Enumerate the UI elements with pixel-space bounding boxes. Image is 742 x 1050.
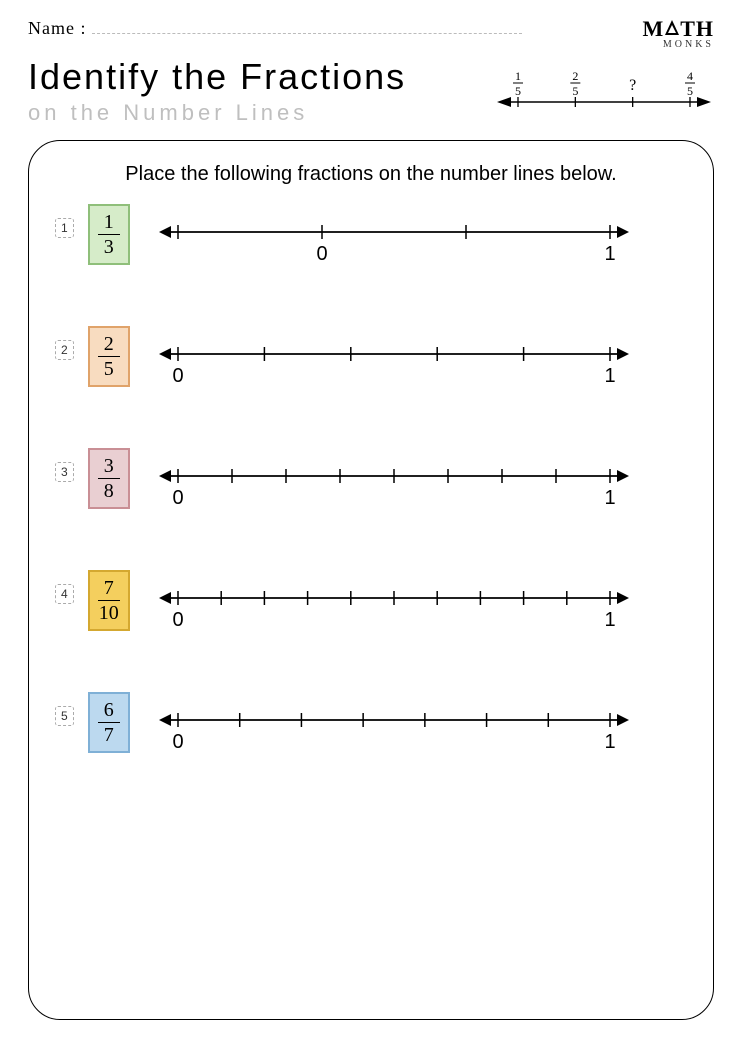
number-line[interactable]: 01 (144, 570, 687, 636)
fraction-box: 38 (88, 448, 130, 509)
title-row: Identify the Fractions on the Number Lin… (28, 56, 714, 126)
svg-text:0: 0 (316, 243, 327, 265)
problem-row: 22501 (55, 326, 687, 392)
fraction-denominator: 5 (98, 359, 120, 379)
number-line[interactable]: 01 (144, 204, 687, 270)
fraction-box: 25 (88, 326, 130, 387)
svg-text:?: ? (629, 77, 636, 94)
instruction-text: Place the following fractions on the num… (55, 163, 687, 186)
svg-text:1: 1 (604, 487, 615, 509)
fraction-numerator: 1 (98, 212, 120, 235)
number-line[interactable]: 01 (144, 692, 687, 758)
svg-text:5: 5 (572, 84, 578, 98)
svg-text:0: 0 (172, 609, 183, 631)
problem-row: 33801 (55, 448, 687, 514)
logo-sub: MONKS (642, 40, 714, 50)
top-row: Name : M TH MONKS (28, 18, 714, 50)
question-number: 3 (55, 462, 74, 482)
fraction-denominator: 7 (98, 725, 120, 745)
fraction-box: 67 (88, 692, 130, 753)
title-block: Identify the Fractions on the Number Lin… (28, 56, 406, 126)
page-title: Identify the Fractions (28, 56, 406, 98)
problem-row: 471001 (55, 570, 687, 636)
svg-text:1: 1 (604, 365, 615, 387)
question-number: 5 (55, 706, 74, 726)
logo: M TH MONKS (642, 18, 714, 50)
problem-row: 56701 (55, 692, 687, 758)
svg-text:5: 5 (515, 84, 521, 98)
fraction-numerator: 6 (98, 700, 120, 723)
name-label: Name : (28, 18, 86, 39)
number-line[interactable]: 01 (144, 448, 687, 514)
problem-row: 11301 (55, 204, 687, 270)
header-mini-numberline: 1525?45 (494, 56, 714, 118)
fraction-denominator: 8 (98, 481, 120, 501)
name-input-line[interactable] (92, 20, 522, 34)
problems-container: 11301225013380147100156701 (55, 204, 687, 758)
fraction-numerator: 3 (98, 456, 120, 479)
svg-text:2: 2 (572, 69, 578, 83)
page-subtitle: on the Number Lines (28, 100, 406, 126)
logo-m: M (642, 16, 664, 41)
question-number: 4 (55, 584, 74, 604)
svg-text:0: 0 (172, 731, 183, 753)
fraction-numerator: 2 (98, 334, 120, 357)
svg-text:1: 1 (604, 609, 615, 631)
logo-a-icon (664, 18, 680, 36)
fraction-denominator: 3 (98, 237, 120, 257)
number-line[interactable]: 01 (144, 326, 687, 392)
fraction-box: 13 (88, 204, 130, 265)
fraction-denominator: 10 (98, 603, 120, 623)
question-number: 2 (55, 340, 74, 360)
fraction-numerator: 7 (98, 578, 120, 601)
svg-text:0: 0 (172, 365, 183, 387)
logo-th: TH (680, 16, 714, 41)
worksheet-box: Place the following fractions on the num… (28, 140, 714, 1020)
question-number: 1 (55, 218, 74, 238)
svg-text:5: 5 (687, 84, 693, 98)
svg-text:1: 1 (515, 69, 521, 83)
svg-text:4: 4 (687, 69, 693, 83)
svg-text:0: 0 (172, 487, 183, 509)
name-block: Name : (28, 18, 522, 39)
fraction-box: 710 (88, 570, 130, 631)
svg-text:1: 1 (604, 243, 615, 265)
svg-text:1: 1 (604, 731, 615, 753)
logo-top: M TH (642, 18, 714, 40)
